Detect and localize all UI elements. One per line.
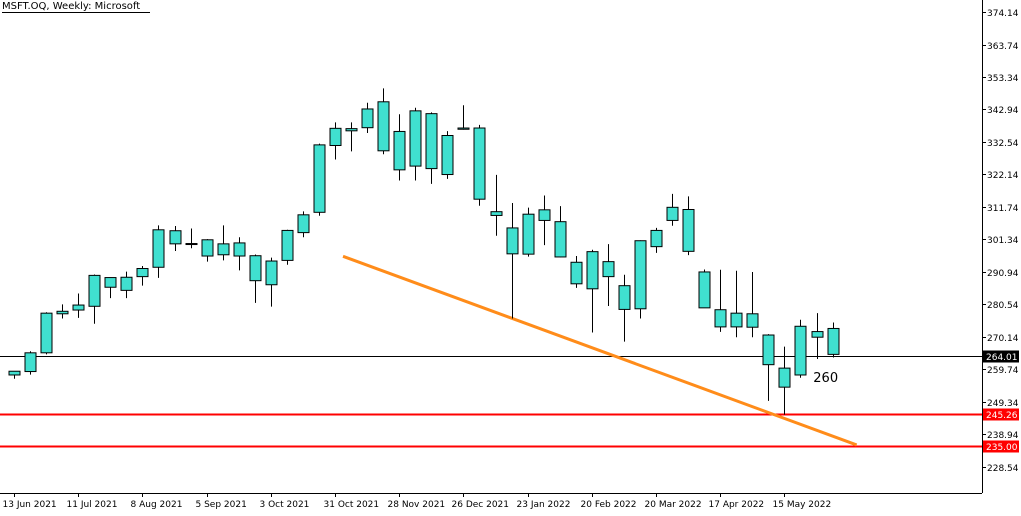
candle-body-down (393, 130, 406, 171)
current-price-label: 264.01 (986, 353, 1018, 363)
trend-line (342, 254, 858, 447)
candle-body-down (602, 261, 615, 278)
candle-body-up (634, 240, 647, 310)
annotation-label: 260 (813, 371, 838, 386)
candle-body-down (762, 334, 775, 366)
candle-body-up (345, 128, 358, 132)
x-tick-label: 3 Oct 2021 (260, 500, 310, 510)
candle-body-up (136, 268, 149, 278)
candle-body-up (297, 214, 310, 234)
x-tick-label: 20 Mar 2022 (645, 500, 702, 510)
candle-body-down (441, 135, 454, 176)
x-tick-label: 26 Dec 2021 (452, 500, 510, 510)
candle-body-down (570, 261, 583, 285)
candle-body-down (425, 113, 438, 170)
candle-body-up (88, 274, 101, 307)
y-tick-label: 280.54 (987, 301, 1019, 311)
candle-body-up (313, 144, 326, 213)
candle-body-up (72, 304, 85, 311)
candle-body-up (409, 110, 422, 167)
y-tick-label: 353.34 (987, 74, 1019, 84)
x-tick-label: 20 Feb 2022 (581, 500, 637, 510)
candle-body-up (778, 367, 791, 388)
x-tick-label: 28 Nov 2021 (388, 500, 446, 510)
candle-body-down (490, 211, 503, 216)
y-tick-label: 301.34 (987, 236, 1019, 246)
y-tick-label: 270.14 (987, 334, 1019, 344)
candle-body-down (586, 251, 599, 290)
candle-body-up (811, 331, 824, 338)
candle-body-down (698, 271, 711, 309)
level-label-box (983, 408, 1019, 421)
level-label-box (983, 440, 1019, 453)
candle-body-up (457, 127, 470, 130)
candle-body-down (682, 209, 695, 252)
level-label: 235.00 (986, 443, 1018, 453)
candle-body-up (152, 229, 165, 268)
level-label: 245.26 (986, 411, 1018, 421)
y-tick-label: 238.94 (987, 431, 1019, 441)
candle-body-up (24, 352, 37, 373)
candle-body-up (8, 370, 21, 376)
x-tick-label: 17 Apr 2022 (709, 500, 765, 510)
candle-body-down (746, 313, 759, 328)
candle-body-down (377, 101, 390, 152)
candle-body-up (185, 243, 198, 246)
current-price-label-box (983, 350, 1019, 363)
candle-body-up (265, 260, 278, 286)
x-tick-label: 23 Jan 2022 (517, 500, 571, 510)
candle-body-down (249, 255, 262, 282)
y-tick-label: 363.74 (987, 42, 1019, 52)
candle-body-up (650, 229, 663, 248)
y-tick-label: 332.54 (987, 139, 1019, 149)
x-tick-label: 15 May 2022 (773, 500, 832, 510)
y-tick-label: 228.54 (987, 464, 1019, 474)
candle-body-down (201, 239, 214, 257)
y-tick-label: 249.34 (987, 399, 1019, 409)
y-tick-label: 259.74 (987, 366, 1019, 376)
chart-title: MSFT.OQ, Weekly: Microsoft (2, 1, 151, 13)
candle-body-up (329, 127, 342, 146)
x-tick-label: 31 Oct 2021 (324, 500, 380, 510)
candle-body-down (233, 242, 246, 257)
x-tick-label: 13 Jun 2021 (3, 500, 57, 510)
candle-body-down (473, 127, 486, 200)
candle-body-up (104, 277, 117, 288)
candle-body-up (281, 229, 294, 261)
candle-body-down (538, 209, 551, 221)
candle-body-down (714, 309, 727, 328)
candle-body-up (40, 312, 53, 354)
candle-body-up (56, 310, 69, 315)
candle-body-up (217, 243, 230, 256)
x-tick-label: 8 Aug 2021 (131, 500, 183, 510)
y-tick-label: 322.14 (987, 171, 1019, 181)
y-tick-label: 374.14 (987, 9, 1019, 19)
candle-body-up (730, 312, 743, 328)
y-tick-label: 290.94 (987, 269, 1019, 279)
y-tick-label: 311.74 (987, 204, 1019, 214)
candle-body-up (522, 213, 535, 255)
candle-body-down (554, 221, 567, 258)
x-tick-label: 5 Sep 2021 (196, 500, 247, 510)
candle-body-down (618, 285, 631, 310)
y-tick-label: 342.94 (987, 106, 1019, 116)
candle-body-up (666, 206, 679, 221)
candle-body-up (120, 276, 133, 291)
x-tick-label: 11 Jul 2021 (67, 500, 118, 510)
candle-body-up (169, 230, 182, 245)
candle-body-up (827, 327, 840, 355)
candle-body-up (361, 108, 374, 129)
candle-body-up (794, 325, 807, 376)
candle-body-down (506, 227, 519, 255)
